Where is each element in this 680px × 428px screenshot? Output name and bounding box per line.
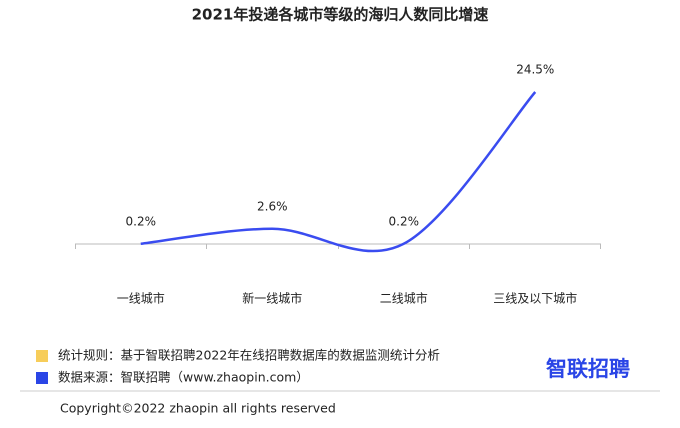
legend-swatch (36, 372, 48, 384)
logo: 智联招聘 (546, 357, 630, 381)
x-tick-label: 二线城市 (380, 291, 428, 306)
x-tick-label: 一线城市 (117, 291, 165, 306)
note: 统计规则：基于智联招聘2022年在线招聘数据库的数据监测统计分析 (58, 348, 440, 363)
data-label: 24.5% (516, 63, 554, 77)
data-label: 0.2% (389, 214, 420, 228)
line (140, 91, 537, 253)
chart-title: 2021年投递各城市等级的海归人数同比增速 (192, 6, 489, 24)
data-label: 2.6% (257, 199, 288, 213)
note: 数据来源：智联招聘（www.zhaopin.com） (58, 370, 309, 385)
data-label: 0.2% (126, 214, 157, 228)
copyright: Copyright©2022 zhaopin all rights reserv… (60, 401, 336, 416)
legend-swatch (36, 350, 48, 362)
x-tick-label: 三线及以下城市 (493, 291, 577, 306)
x-tick-label: 新一线城市 (242, 291, 302, 306)
